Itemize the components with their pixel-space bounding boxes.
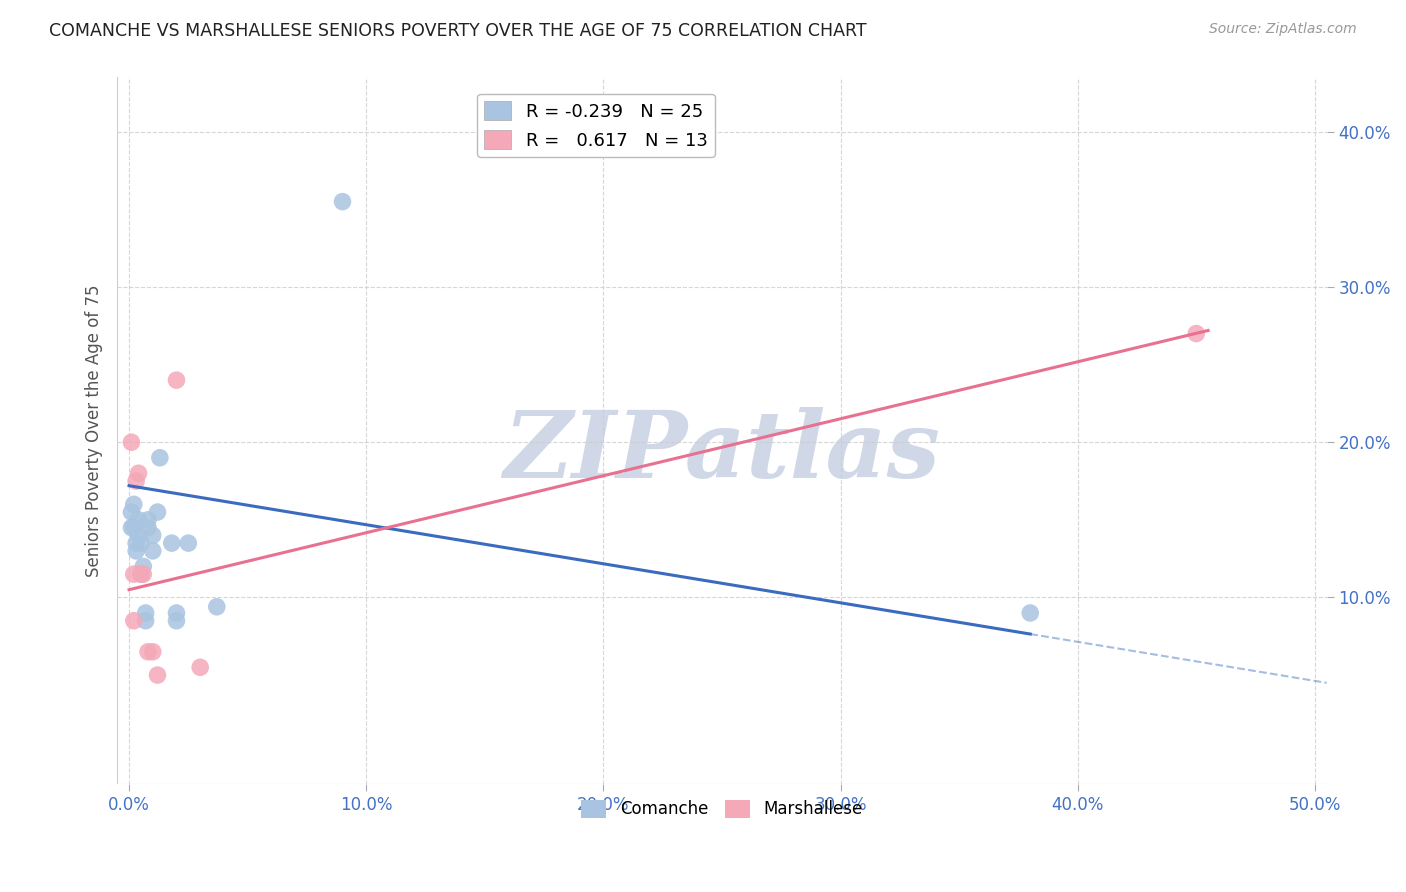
Point (132, 559, 155, 574)
Point (128, 528, 150, 542)
Point (146, 668, 169, 682)
Point (129, 567, 152, 582)
Point (166, 373, 188, 387)
Point (205, 599, 228, 614)
Point (129, 536, 152, 550)
Point (332, 194, 354, 209)
Point (166, 614, 188, 628)
Point (136, 513, 159, 527)
Text: COMANCHE VS MARSHALLESE SENIORS POVERTY OVER THE AGE OF 75 CORRELATION CHART: COMANCHE VS MARSHALLESE SENIORS POVERTY … (49, 22, 868, 40)
Y-axis label: Seniors Poverty Over the Age of 75: Seniors Poverty Over the Age of 75 (86, 285, 103, 577)
Point (188, 660, 211, 674)
Point (125, 536, 148, 550)
Point (122, 614, 145, 628)
Text: ZIPatlas: ZIPatlas (503, 407, 941, 497)
Point (125, 474, 148, 488)
Point (136, 645, 159, 659)
Point (142, 645, 165, 659)
Point (120, 520, 142, 534)
Point (1185, 326, 1208, 341)
Point (128, 513, 150, 527)
Text: Source: ZipAtlas.com: Source: ZipAtlas.com (1209, 22, 1357, 37)
Point (136, 520, 159, 534)
Point (166, 606, 188, 620)
Point (177, 536, 200, 550)
Point (120, 505, 142, 519)
Point (122, 567, 145, 582)
Point (1019, 606, 1042, 620)
Point (160, 536, 183, 550)
Point (125, 544, 148, 558)
Point (122, 497, 145, 511)
Point (120, 435, 142, 450)
Point (149, 450, 172, 465)
Point (142, 544, 165, 558)
Legend: Comanche, Marshallese: Comanche, Marshallese (575, 793, 869, 825)
Point (135, 614, 157, 628)
Point (146, 505, 169, 519)
Point (128, 467, 150, 481)
Point (132, 567, 155, 582)
Point (135, 606, 157, 620)
Point (142, 528, 165, 542)
Point (122, 520, 145, 534)
Point (129, 567, 152, 582)
